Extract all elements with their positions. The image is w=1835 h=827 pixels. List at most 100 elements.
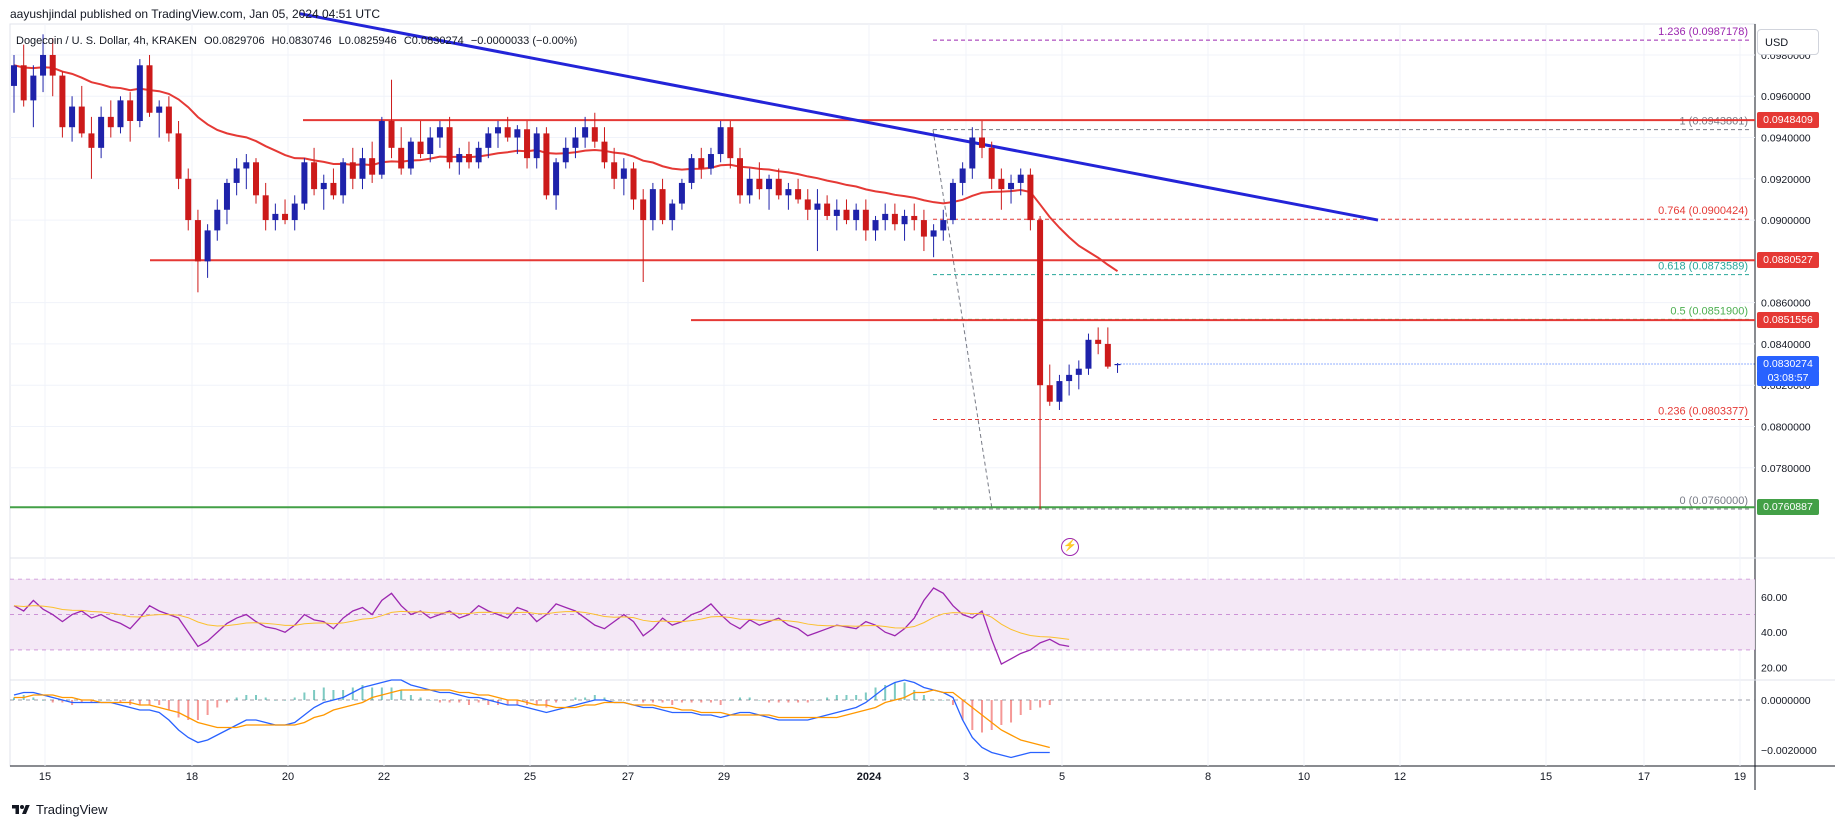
macd-histogram-bar [545, 700, 548, 708]
macd-histogram-bar [893, 682, 896, 700]
ohlc-close: C0.0830274 [403, 35, 464, 47]
candle-body [495, 127, 501, 134]
fib-level-label: 0.764 (0.0900424) [1658, 205, 1748, 217]
x-tick-label: 8 [1205, 771, 1211, 783]
y-tick-label: 0.0900000 [1761, 215, 1811, 227]
candle-body [669, 203, 676, 221]
candle-body [301, 162, 308, 204]
candle-body [911, 215, 918, 221]
macd-histogram-bar [342, 690, 345, 700]
symbol-name[interactable]: Dogecoin / U. S. Dollar, 4h, KRAKEN [16, 35, 197, 47]
macd-histogram-bar [1019, 700, 1022, 715]
candle-body [311, 162, 318, 190]
candle-body [611, 162, 618, 179]
candle-body [853, 209, 860, 221]
macd-histogram-bar [951, 700, 954, 705]
candle-body [185, 178, 192, 221]
y-tick-label: 0.0920000 [1761, 174, 1811, 186]
macd-histogram-bar [758, 700, 761, 701]
macd-histogram-bar [816, 700, 819, 701]
macd-histogram-bar [322, 687, 325, 700]
candle-body [1017, 174, 1024, 183]
macd-histogram-bar [855, 695, 858, 700]
candle-body [756, 178, 763, 190]
tradingview-logo-icon [12, 804, 30, 814]
x-tick-label: 2024 [857, 771, 882, 783]
candle-body [949, 182, 956, 221]
x-tick-label: 12 [1394, 771, 1406, 783]
macd-histogram-bar [361, 685, 364, 700]
candle-body [446, 127, 453, 163]
candle-body [475, 147, 482, 163]
candle-body [349, 162, 356, 179]
macd-histogram-bar [32, 697, 35, 700]
macd-histogram-bar [632, 700, 635, 701]
x-tick-label: 5 [1059, 771, 1065, 783]
candle-body [920, 220, 927, 237]
macd-histogram-bar [748, 697, 751, 700]
macd-histogram-bar [777, 700, 780, 703]
macd-histogram-bar [1000, 700, 1003, 725]
rsi-y-tick-label: 20.00 [1761, 663, 1787, 675]
macd-histogram-bar [400, 690, 403, 700]
countdown-tag: 03:08:57 [1757, 369, 1819, 386]
macd-histogram-bar [903, 682, 906, 700]
candle-body [340, 162, 347, 196]
candle-body [359, 158, 366, 179]
candle-body [717, 127, 724, 155]
macd-histogram-bar [390, 687, 393, 700]
macd-histogram-bar [458, 700, 461, 703]
macd-histogram-bar [187, 700, 190, 720]
macd-histogram-bar [371, 687, 374, 700]
candle-body [30, 75, 37, 101]
macd-histogram-bar [806, 700, 809, 703]
currency-button[interactable]: USD [1757, 29, 1819, 55]
candle-body [678, 182, 685, 204]
candle-body [214, 209, 221, 231]
candle-body [233, 168, 240, 183]
macd-histogram-bar [622, 700, 625, 701]
candle-body [253, 162, 259, 196]
candle-body [146, 65, 153, 113]
candle-body [1008, 182, 1015, 190]
candle-body [843, 209, 850, 221]
macd-histogram-bar [293, 697, 296, 700]
candle-body [388, 121, 395, 148]
macd-histogram-bar [419, 697, 422, 700]
current-price-tag: 0.0830274 [1757, 355, 1819, 372]
candle-body [620, 168, 627, 179]
candle-body [427, 137, 434, 155]
x-tick-label: 27 [622, 771, 634, 783]
candle-body [262, 195, 269, 221]
macd-histogram-bar [690, 700, 693, 703]
macd-histogram-bar [584, 697, 587, 700]
macd-histogram-bar [739, 697, 741, 700]
macd-histogram-bar [932, 700, 935, 701]
flash-icon[interactable]: ⚡ [1061, 538, 1079, 556]
macd-histogram-bar [981, 700, 983, 733]
candle-body [243, 162, 250, 169]
candle-body [127, 100, 134, 122]
candle-body [98, 116, 105, 148]
rsi-y-tick-label: 40.00 [1761, 627, 1787, 639]
y-tick-label: 0.0800000 [1761, 421, 1811, 433]
macd-histogram-bar [700, 700, 703, 703]
candle-body [378, 121, 385, 175]
brand-footer[interactable]: TradingView [10, 802, 108, 817]
candle-body [533, 133, 540, 159]
plot-frame [9, 23, 1756, 767]
candle-body [891, 213, 898, 225]
macd-histogram-bar [680, 700, 683, 703]
candle-body [49, 54, 56, 76]
candle-body [59, 75, 66, 128]
x-tick-label: 25 [524, 771, 536, 783]
candle-body [814, 203, 821, 210]
macd-histogram-bar [332, 690, 335, 700]
candle-body [901, 215, 908, 225]
candle-body [882, 213, 889, 221]
candle-body [601, 141, 608, 163]
macd-histogram-bar [913, 690, 916, 700]
rsi-ma-line [13, 605, 1070, 640]
y-tick-label: 0.0960000 [1761, 91, 1811, 103]
